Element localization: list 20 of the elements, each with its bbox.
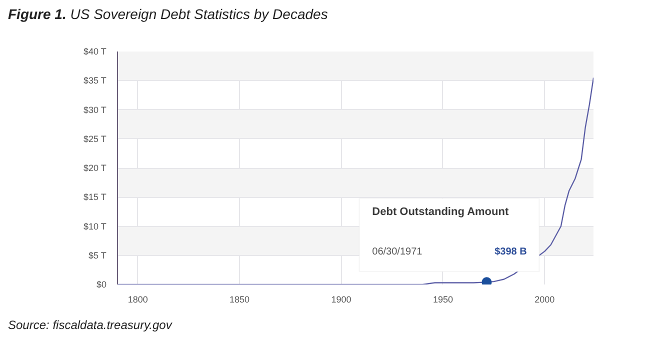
x-tick-label: 2000 [534, 294, 555, 304]
y-tick-label: $30 T [83, 104, 107, 115]
y-tick-label: $40 T [83, 46, 107, 56]
y-tick-label: $10 T [83, 221, 107, 232]
annotation: 06/30/1971 [372, 246, 423, 258]
chart-title: Figure 1. US Sovereign Debt Statistics by Decades [8, 5, 328, 24]
x-tick-label: 1900 [331, 294, 352, 304]
y-tick-label: $20 T [83, 163, 107, 173]
y-tick-label: $25 T [83, 134, 107, 144]
y-tick-label: $5 T [88, 250, 107, 260]
annotation: $398 B [494, 246, 527, 258]
x-tick-label: 1800 [128, 294, 148, 304]
source-note: Source: fiscaldata.treasury.gov [8, 317, 172, 334]
y-tick-label: $15 T [83, 192, 107, 202]
x-tick-label: 1850 [230, 294, 250, 304]
y-tick-label: $0 [96, 280, 107, 290]
annotation: Debt Outstanding Amount [372, 206, 509, 218]
x-tick-label: 1950 [432, 294, 453, 304]
line-series [118, 77, 594, 284]
y-tick-label: $35 T [83, 76, 107, 86]
